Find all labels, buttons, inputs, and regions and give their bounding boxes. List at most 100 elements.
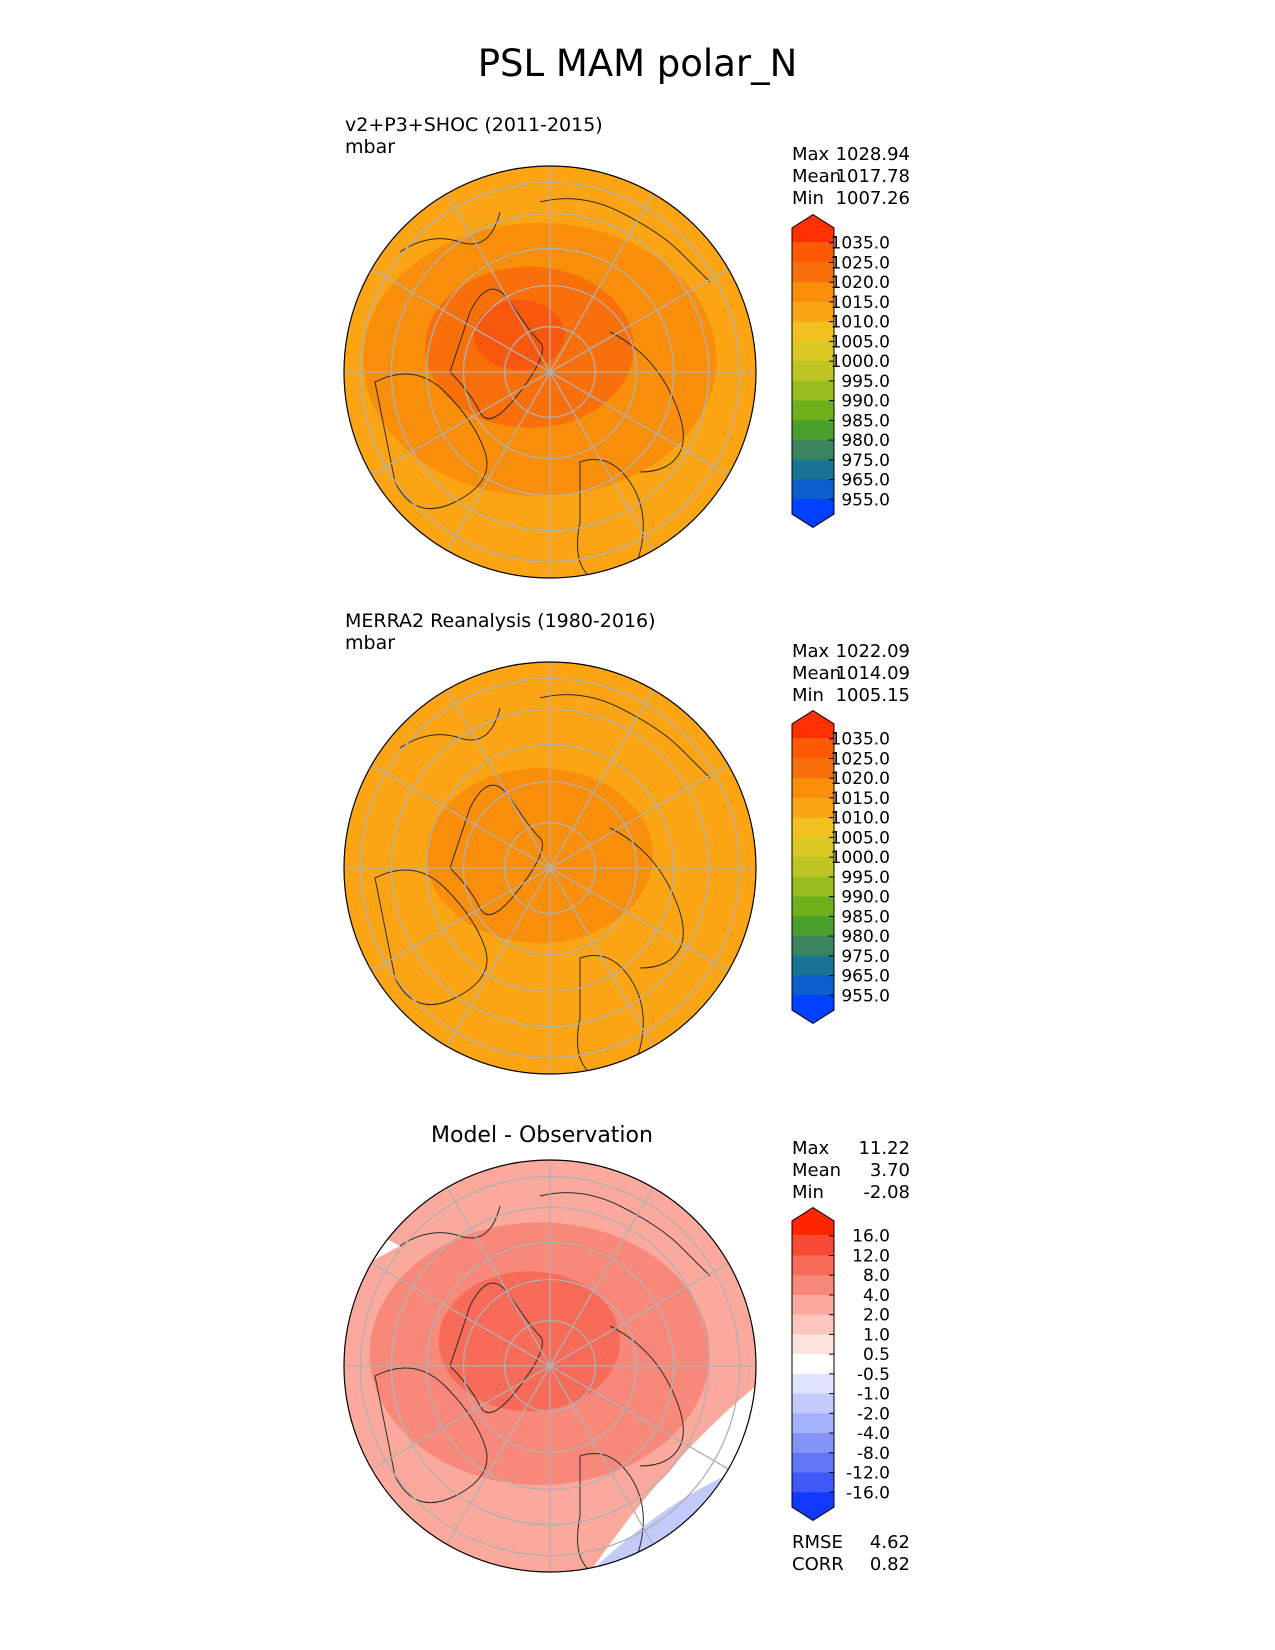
colorbar-tick-label: 985.0 [841, 907, 890, 927]
colorbar-swatch [792, 955, 834, 977]
colorbar-tick-label: 965.0 [841, 967, 890, 987]
colorbar-tick-label: 985.0 [841, 411, 890, 431]
map-boundary [343, 1159, 757, 1573]
coastline [577, 955, 644, 1074]
pressure-contour-region [438, 1271, 621, 1412]
coastline [374, 869, 488, 1006]
colorbar-tick-label: 1015.0 [831, 293, 890, 313]
panel-title-line: MERRA2 Reanalysis (1980-2016) [345, 610, 656, 632]
colorbar-outline [791, 1207, 835, 1521]
pressure-contour-region [473, 299, 565, 370]
stat-value-max: 1022.09 [835, 641, 910, 662]
colorbar-tick-label: -16.0 [846, 1483, 890, 1503]
colorbar-extend-top [792, 710, 834, 739]
coastline [449, 1282, 543, 1414]
colorbar-swatch [792, 1373, 834, 1395]
colorbar-outline [791, 214, 835, 528]
colorbar-swatch [792, 301, 834, 323]
colorbar-tick-label: 1005.0 [831, 332, 890, 352]
stat-value-max: 11.22 [858, 1138, 910, 1159]
colorbar-tick-label: 1025.0 [831, 253, 890, 273]
colorbar-tick-label: 1015.0 [831, 789, 890, 809]
colorbar-tick-label: 980.0 [841, 927, 890, 947]
colorbar-tick-label: 12.0 [852, 1246, 890, 1266]
colorbar-tick-label: 1.0 [863, 1325, 890, 1345]
map-fill-group [344, 166, 756, 578]
stat-value-rmse: 4.62 [869, 1532, 910, 1553]
meridian-gridline [446, 193, 654, 551]
stat-value-min: 1007.26 [835, 188, 910, 209]
colorbar-tick-label: 1020.0 [831, 273, 890, 293]
colorbar-tick-label: -12.0 [846, 1464, 890, 1484]
map-boundary [343, 661, 757, 1075]
colorbar-tick-label: 965.0 [841, 471, 890, 491]
colorbar-swatch [792, 380, 834, 402]
colorbar-extend-bottom [792, 1492, 834, 1521]
map-panel-diff [343, 1159, 757, 1573]
stat-label-min: Min [792, 685, 824, 706]
colorbar-swatch [792, 262, 834, 283]
colorbar-swatch [792, 420, 834, 441]
colorbar-tick-label: 4.0 [863, 1286, 890, 1306]
colorbar-swatch [792, 459, 834, 481]
stat-label-mean: Mean [792, 166, 842, 187]
stat-label-min: Min [792, 1182, 824, 1203]
coastline [609, 1325, 684, 1467]
colorbar-swatch [792, 896, 834, 917]
colorbar-tick-label: 1020.0 [831, 769, 890, 789]
meridian-gridline [446, 1187, 654, 1545]
stat-label-max: Max [792, 641, 830, 662]
stat-value-min: -2.08 [863, 1182, 910, 1203]
colorbar-swatch [792, 440, 834, 461]
colorbar-swatch [792, 936, 834, 957]
figure-title: PSL MAM polar_N [477, 42, 798, 85]
colorbar-swatch [792, 282, 834, 303]
stat-value-corr: 0.82 [869, 1554, 910, 1575]
map-panel-obs [343, 661, 757, 1075]
colorbar-swatch [792, 758, 834, 779]
colorbar-swatch [792, 916, 834, 937]
colorbar-tick-label: -8.0 [857, 1444, 890, 1464]
colorbar-swatch [792, 1235, 834, 1256]
colorbar-swatch [792, 400, 834, 421]
stat-value-mean: 1014.09 [835, 663, 910, 684]
panel-title-line: v2+P3+SHOC (2011-2015) [345, 114, 603, 136]
map-boundary [343, 165, 757, 579]
colorbar-tick-label: 1035.0 [831, 730, 890, 750]
colorbar-tick-label: 1035.0 [831, 234, 890, 254]
colorbar-swatch [792, 1314, 834, 1335]
coastline [374, 1367, 488, 1504]
coastline [449, 784, 543, 916]
colorbar-tick-label: 1005.0 [831, 828, 890, 848]
map-fill-group [344, 662, 756, 1074]
coastline [577, 1453, 644, 1572]
coastline [539, 1192, 711, 1277]
colorbar-obs: 1035.01025.01020.01015.01010.01005.01000… [791, 710, 890, 1024]
panel-title-diff: Model - Observation [431, 1123, 653, 1148]
colorbar-swatch [792, 1393, 834, 1414]
colorbar-tick-label: 975.0 [841, 947, 890, 967]
stat-value-mean: 3.70 [869, 1160, 910, 1181]
colorbar-tick-label: -2.0 [857, 1404, 890, 1424]
stat-label-mean: Mean [792, 663, 842, 684]
colorbar-tick-label: 1000.0 [831, 352, 890, 372]
colorbar-extend-bottom [792, 499, 834, 528]
panel-title-model: v2+P3+SHOC (2011-2015) mbar [345, 114, 603, 158]
colorbar-outline [791, 710, 835, 1024]
colorbar-swatch [792, 1413, 834, 1434]
map-panel-model [343, 165, 757, 579]
stat-label-mean: Mean [792, 1160, 842, 1181]
colorbar-tick-label: -1.0 [857, 1385, 890, 1405]
colorbar-tick-label: 2.0 [863, 1306, 890, 1326]
colorbar-tick-label: 980.0 [841, 431, 890, 451]
coastline [374, 373, 488, 510]
colorbar-swatch [792, 857, 834, 878]
colorbar-swatch [792, 321, 834, 342]
colorbar-tick-label: 0.5 [863, 1345, 890, 1365]
colorbar-swatch [792, 837, 834, 858]
colorbar-tick-label: -0.5 [857, 1365, 890, 1385]
colorbar-swatch [792, 1433, 834, 1454]
colorbar-tick-label: 995.0 [841, 372, 890, 392]
stat-label-max: Max [792, 144, 830, 165]
